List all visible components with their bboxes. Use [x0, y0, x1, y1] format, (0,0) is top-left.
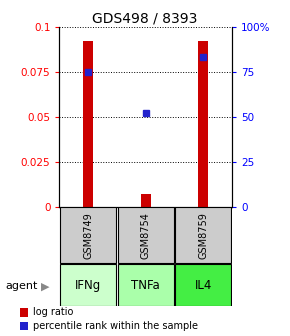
Bar	[175, 207, 231, 263]
Text: percentile rank within the sample: percentile rank within the sample	[33, 321, 198, 331]
Text: GSM8749: GSM8749	[83, 212, 93, 259]
Text: GSM8754: GSM8754	[141, 212, 151, 259]
Bar	[198, 41, 209, 207]
Bar	[141, 194, 151, 207]
Text: IL4: IL4	[195, 279, 212, 292]
Bar	[117, 264, 174, 306]
Text: IFNg: IFNg	[75, 279, 101, 292]
Text: GSM8759: GSM8759	[198, 212, 208, 259]
Text: GDS498 / 8393: GDS498 / 8393	[92, 12, 198, 26]
Text: ▶: ▶	[41, 281, 49, 291]
Bar	[117, 207, 174, 263]
Bar	[60, 264, 116, 306]
Bar	[175, 264, 231, 306]
Bar	[60, 207, 116, 263]
Text: TNFa: TNFa	[131, 279, 160, 292]
Text: log ratio: log ratio	[33, 307, 74, 317]
Bar	[83, 41, 93, 207]
Text: agent: agent	[6, 281, 38, 291]
